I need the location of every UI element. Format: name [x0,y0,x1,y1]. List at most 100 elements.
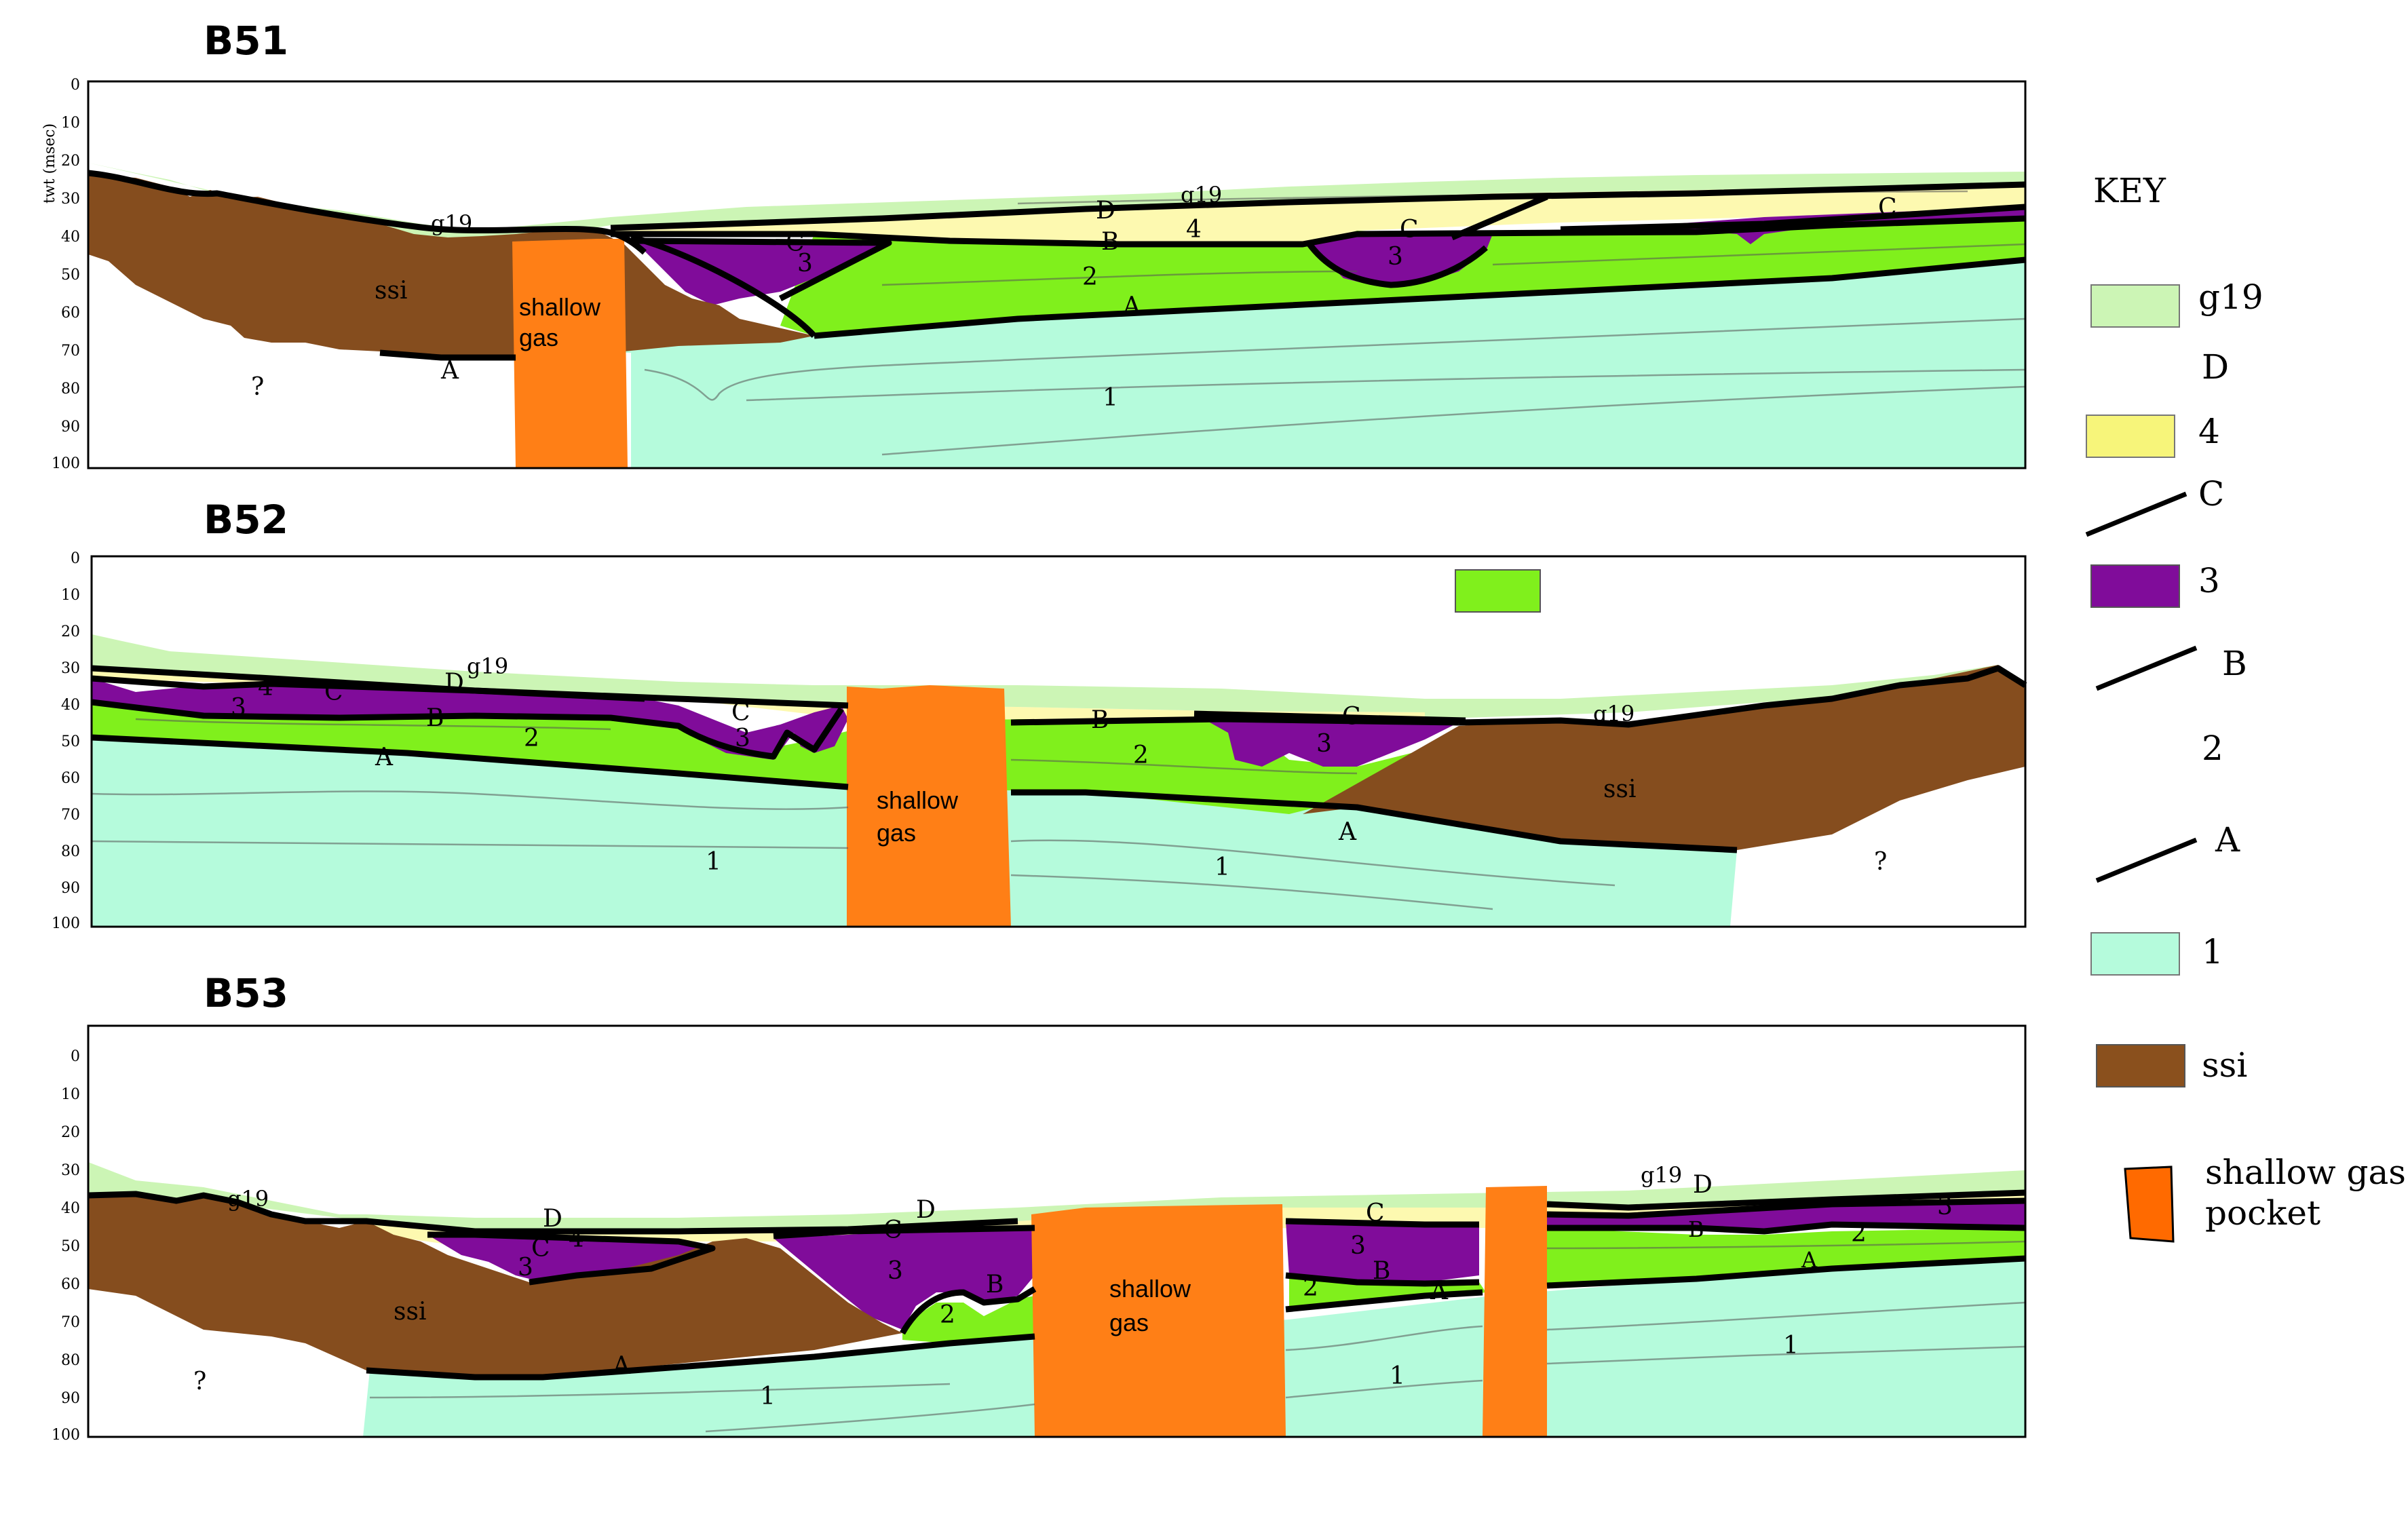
gas-pocket [1483,1186,1547,1437]
horizon-line [900,1286,1037,1335]
label-c: C [1878,194,1897,222]
label-3: 3 [887,1257,903,1285]
label-1: 1 [760,1383,776,1410]
horizon-line [610,181,2026,231]
label-4: 4 [569,1225,584,1253]
y-axis-ticks: 0 10 20 30 40 50 60 70 80 90 100 [52,77,80,472]
tick-label: 0 [71,550,80,567]
key-swatch-3 [2090,564,2180,608]
tick-label: 100 [52,455,80,472]
label-3: 3 [797,250,813,277]
tick-label: 90 [61,1390,80,1407]
label-c: C [786,229,805,257]
unit-1 [516,260,2025,468]
label-gas: gas [519,324,558,351]
tick-label: 80 [61,843,80,860]
label-3: 3 [735,725,750,752]
label-1: 1 [706,848,721,876]
horizon-line [88,1191,1018,1235]
tick-label: 20 [61,153,80,170]
horizon-line [1546,1255,2026,1289]
tick-label: 0 [71,1048,80,1065]
horizon-line [91,675,645,702]
y-axis-title: twt (msec) [41,123,58,204]
tick-label: 10 [61,1086,80,1103]
tick-label: 10 [61,115,80,132]
label-question: ? [251,373,264,401]
panel-frame [87,80,2027,469]
label-d: D [543,1205,562,1233]
horizon-line [611,215,2026,248]
unit-3 [427,1235,712,1282]
label-g19: g19 [467,653,508,679]
gas-pocket [512,239,628,468]
label-c: C [1400,216,1419,244]
horizon-line [1458,665,2027,728]
panel-title: B52 [204,497,288,543]
tick-label: 40 [61,1200,80,1217]
label-1: 1 [1390,1362,1405,1390]
horizon-line [1451,193,1548,241]
label-c: C [883,1216,902,1244]
label-a: A [612,1352,631,1380]
horizon-line [1285,1272,1480,1287]
unit-3 [773,1228,1035,1330]
key-swatch-gas [2124,1166,2175,1243]
panel-b52: B52 0 10 20 30 40 50 60 70 80 90 100 [52,497,2027,932]
key-line-b [2095,645,2198,691]
label-2: 2 [1133,742,1149,769]
key-label: 2 [2202,729,2223,768]
reflector-line [881,270,1358,286]
label-d: D [916,1196,936,1224]
label-2: 2 [940,1301,955,1329]
panel-b51: B51 twt (msec) 0 10 20 30 40 50 60 70 80… [41,18,2027,472]
key-label: 3 [2198,561,2220,600]
horizon-line [814,256,2026,339]
tick-label: 30 [61,191,80,208]
unit-3 [92,678,848,760]
label-b: B [1373,1257,1390,1285]
key-line-c [2085,491,2187,537]
tick-label: 30 [61,660,80,677]
label-question: ? [193,1368,206,1395]
unit-3 [1696,229,1798,244]
key-label: D [2202,347,2229,387]
horizon-line [427,1231,716,1286]
label-shallow: shallow [519,293,601,321]
label-2: 2 [1082,263,1098,291]
tick-label: 40 [61,697,80,714]
panel-b53: B53 0 10 20 30 40 50 60 70 80 90 100 [52,970,2027,1444]
label-c: C [1366,1199,1385,1227]
key-swatch-1 [2090,932,2180,976]
key-swatch-g19 [2090,284,2180,328]
horizon-line [1560,204,2026,233]
label-4: 4 [258,674,273,701]
panel-frame [87,1024,2027,1438]
horizon-line [91,699,844,760]
tick-label: 60 [61,770,80,787]
tick-label: 40 [61,229,80,246]
label-3: 3 [518,1254,533,1282]
label-a: A [1122,292,1141,320]
panel-title: B51 [204,18,288,64]
label-d: D [1096,197,1115,225]
reflector-line [1010,839,1616,887]
reflector-line [369,1383,951,1399]
label-g19: g19 [1181,182,1222,208]
horizon-line [1011,789,1738,853]
horizon-line [773,1225,1035,1239]
label-g19: g19 [1641,1162,1682,1188]
tick-label: 80 [61,381,80,398]
tick-label: 80 [61,1352,80,1369]
label-g19: g19 [1593,701,1635,727]
reflector-line [135,718,611,731]
reflector-line [1546,1345,2026,1365]
y-axis-ticks: 0 10 20 30 40 50 60 70 80 90 100 [52,1048,80,1444]
tick-label: 70 [61,807,80,824]
key-line-a [2095,837,2198,883]
key-label: ssi [2202,1045,2247,1085]
tick-label: 100 [52,1427,80,1444]
tick-label: 90 [61,880,80,897]
key-label: 1 [2202,932,2223,971]
